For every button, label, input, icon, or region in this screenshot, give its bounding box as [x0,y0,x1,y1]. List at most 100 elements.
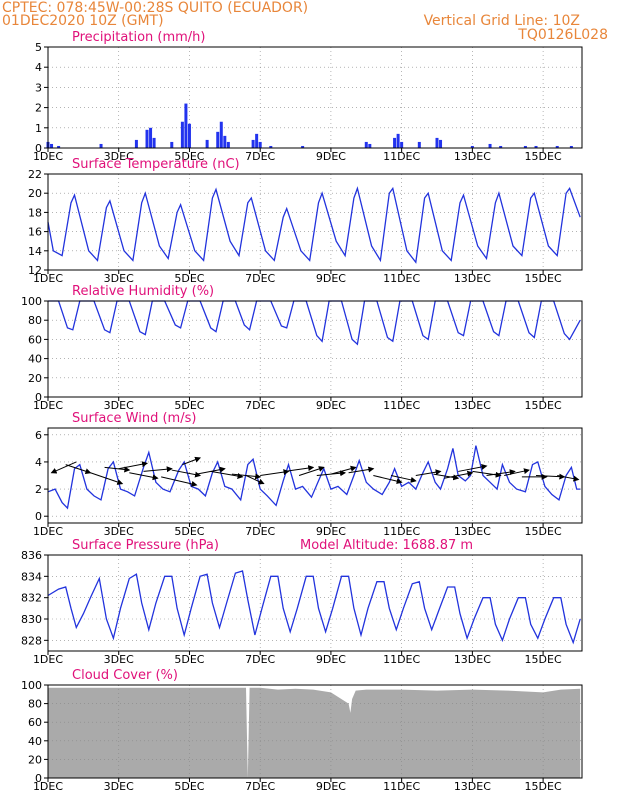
precip-bar [364,141,368,148]
x-tick-label: 13DEC [454,525,491,538]
x-tick-label: 1DEC [33,150,63,163]
x-tick-label: 1DEC [33,272,63,285]
x-tick-label: 11DEC [383,399,420,412]
y-tick-label: 16 [28,226,42,239]
y-tick-label: 4 [35,61,42,74]
precip-bar [534,145,538,148]
panel-frame [47,684,583,779]
panel-frame [47,300,583,398]
y-tick-label: 0 [35,142,42,155]
header-grid-label: Vertical Grid Line: 10Z [423,13,580,29]
x-tick-label: 11DEC [383,272,420,285]
header-datetime: 01DEC2020 10Z (GMT) [2,13,164,29]
x-tick-label: 7DEC [245,150,275,163]
x-tick-label: 1DEC [33,653,63,666]
panel-6: 0 20 40 60 80 100 1DEC 3DEC 5DEC 7DEC 9DEC 11DEC 13D… [21,668,583,793]
x-tick-label: 3DEC [104,150,134,163]
wind-vector [486,469,516,476]
panel-title: Precipitation (mm/h) [72,30,205,45]
precip-bar [439,139,443,148]
x-tick-label: 3DEC [104,272,134,285]
wind-vector [415,469,442,476]
panel-title: Surface Temperature (nC) [72,157,240,172]
precip-bar [258,141,262,148]
y-tick-label: 22 [28,168,42,181]
wind-vector [129,472,159,481]
x-tick-label: 11DEC [383,150,420,163]
y-tick-label: 20 [28,372,42,385]
y-tick-label: 80 [28,314,42,327]
panel-3: 0 20 40 60 80 100 1DEC 3DEC 5DEC 7DEC 9DEC 11DEC 13D… [21,284,583,412]
y-tick-label: 14 [28,245,42,258]
x-tick-label: 7DEC [245,653,275,666]
wind-vector [458,463,488,472]
wind-vector [504,468,530,476]
precip-bar [180,121,184,148]
series-line [48,300,581,346]
wind-vector [104,466,131,473]
y-tick-label: 40 [28,353,42,366]
y-tick-label: 80 [28,698,42,711]
panel-frame [47,173,583,271]
series-line [47,445,581,510]
wind-vector [348,466,375,474]
x-tick-label: 9DEC [316,525,346,538]
y-tick-label: 2 [35,483,42,496]
y-tick-label: 60 [28,716,42,729]
wind-vector [443,470,474,479]
precip-bar [219,121,223,148]
y-tick-label: 836 [21,549,42,562]
precip-bar [301,145,305,148]
header-model-code: TQ0126L028 [518,27,608,43]
panel-title: Surface Wind (m/s) [72,411,196,426]
x-tick-label: 5DEC [174,653,204,666]
y-tick-label: 0 [35,391,42,404]
x-tick-label: 9DEC [316,780,346,793]
x-tick-label: 1DEC [33,399,63,412]
cloud-cover-area [48,687,581,778]
wind-vector [90,472,124,485]
precip-bar [269,145,273,148]
precip-bar [255,133,259,148]
x-tick-label: 7DEC [245,399,275,412]
x-tick-label: 1DEC [33,780,63,793]
panel-5: 828 830 832 834 836 1DEC 3DEC 5DEC 7DEC 9DEC 11DEC… [21,538,583,666]
panel-title: Cloud Cover (%) [72,668,178,683]
y-tick-label: 40 [28,735,42,748]
y-tick-label: 4 [35,456,42,469]
precip-bar [187,123,191,148]
precip-bar [152,137,156,148]
wind-vector [245,475,265,485]
panel-1: 0 1 2 3 4 5 1DEC 3DEC 5DEC 7DEC 9DEC 11DEC 13DEC 15DE… [33,30,583,163]
precip-bar [488,143,492,148]
x-tick-label: 5DEC [174,272,204,285]
x-tick-label: 11DEC [383,780,420,793]
panel-frame [47,427,583,524]
x-tick-label: 13DEC [454,150,491,163]
y-tick-label: 3 [35,81,42,94]
precip-bar [400,141,404,148]
precip-bar [223,135,227,148]
wind-vector [373,475,403,485]
x-tick-label: 13DEC [454,272,491,285]
panel-frame [47,554,583,652]
x-tick-label: 5DEC [174,780,204,793]
precip-bar [396,133,400,148]
x-tick-label: 5DEC [174,525,204,538]
y-tick-label: 2 [35,102,42,115]
wind-vector [536,473,566,480]
y-tick-label: 20 [28,753,42,766]
wind-vector [161,476,198,487]
x-tick-label: 9DEC [316,150,346,163]
wind-vector [118,461,149,470]
precip-bar [170,141,174,148]
y-tick-label: 832 [21,592,42,605]
precip-bar [523,145,527,148]
wind-vector [330,465,357,475]
panel-2: 12 14 16 18 20 22 1DEC 3DEC 5DEC 7DEC 9DEC 11DEC 13D… [28,157,583,285]
x-tick-label: 9DEC [316,653,346,666]
x-tick-label: 15DEC [525,399,562,412]
x-tick-label: 3DEC [104,525,134,538]
y-tick-label: 100 [21,295,42,308]
